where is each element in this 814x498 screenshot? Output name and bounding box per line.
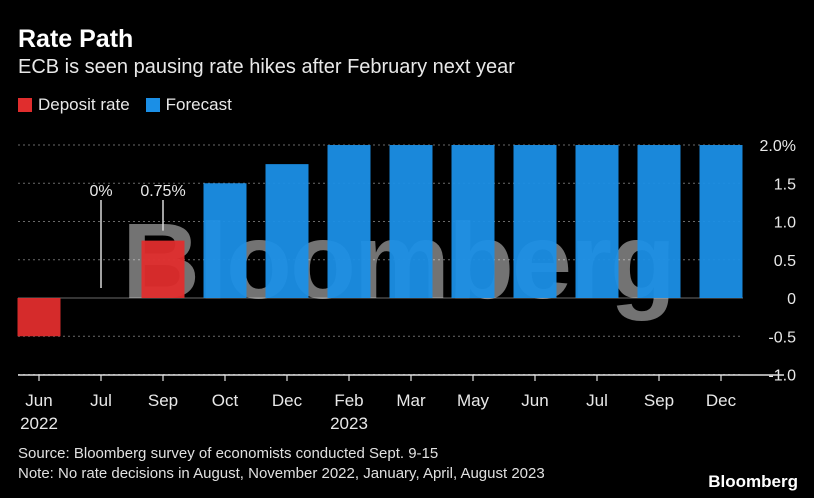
x-tick-label: Jul <box>586 391 608 410</box>
x-tick-label: Sep <box>644 391 674 410</box>
footnote: Note: No rate decisions in August, Novem… <box>18 465 545 482</box>
y-tick-label: 1.5 <box>774 176 796 193</box>
bar <box>327 145 371 298</box>
x-tick-label: Dec <box>272 391 303 410</box>
bar <box>203 183 247 298</box>
chart-svg: 2.0%1.51.00.50-0.5-1.0Bloomberg0%0.75%Ju… <box>17 138 796 433</box>
x-tick-label: Jun <box>521 391 548 410</box>
legend-item-forecast: Forecast <box>145 95 232 115</box>
x-tick-label: Mar <box>396 391 426 410</box>
x-tick-label: Jun <box>25 391 52 410</box>
bar <box>141 240 185 298</box>
y-tick-label: -0.5 <box>768 329 796 346</box>
bloomberg-logo: Bloomberg <box>708 472 798 491</box>
chart-title: Rate Path <box>18 25 134 53</box>
legend-label-deposit-rate: Deposit rate <box>38 95 130 114</box>
x-tick-label: Oct <box>212 391 239 410</box>
legend-swatch-deposit-rate <box>18 98 32 112</box>
x-tick-label: Sep <box>148 391 178 410</box>
bar <box>17 298 61 337</box>
x-tick-label: Dec <box>706 391 737 410</box>
x-year-label: 2023 <box>330 414 368 433</box>
x-tick-label: Feb <box>334 391 363 410</box>
x-year-label: 2022 <box>20 414 58 433</box>
legend-label-forecast: Forecast <box>165 95 232 114</box>
legend: Deposit rate Forecast <box>18 95 248 115</box>
bar <box>575 145 619 298</box>
bar <box>451 145 495 298</box>
annotation-label: 0% <box>89 183 112 200</box>
bar <box>389 145 433 298</box>
chart-subtitle: ECB is seen pausing rate hikes after Feb… <box>18 56 515 78</box>
legend-item-deposit-rate: Deposit rate <box>18 95 130 115</box>
legend-swatch-forecast <box>145 98 160 112</box>
annotation-label: 0.75% <box>140 183 185 200</box>
y-tick-label: 1.0 <box>774 215 796 232</box>
bar <box>265 164 309 298</box>
y-tick-label: 0.5 <box>774 253 796 270</box>
bar <box>637 145 681 298</box>
x-tick-label: May <box>457 391 490 410</box>
y-tick-label: -1.0 <box>768 368 796 385</box>
source-note: Source: Bloomberg survey of economists c… <box>18 445 439 462</box>
y-tick-label: 2.0% <box>760 138 796 155</box>
bar <box>699 145 743 298</box>
y-tick-label: 0 <box>787 291 796 308</box>
x-tick-label: Jul <box>90 391 112 410</box>
bar <box>513 145 557 298</box>
